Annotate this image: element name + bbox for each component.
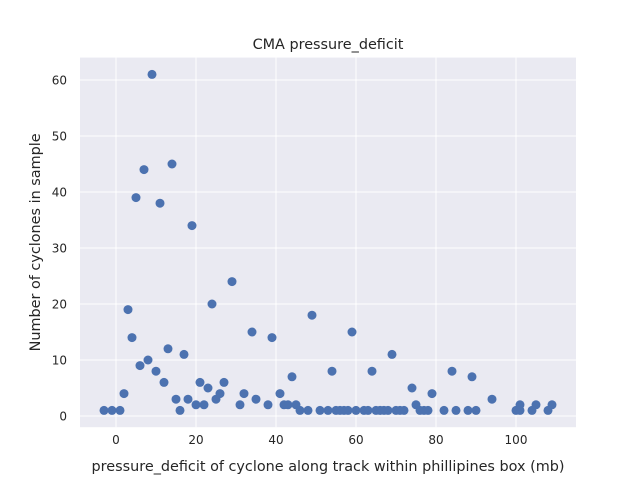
data-point (363, 405, 373, 415)
data-point (175, 405, 185, 415)
data-point (131, 193, 141, 203)
data-point (283, 400, 293, 410)
data-point (127, 333, 137, 343)
data-point (263, 400, 273, 410)
data-point (171, 394, 181, 404)
data-point (367, 366, 377, 376)
data-point (303, 405, 313, 415)
data-point (167, 159, 177, 169)
data-point (531, 400, 541, 410)
data-point (191, 400, 201, 410)
data-point (295, 405, 305, 415)
data-point (199, 400, 209, 410)
data-point (235, 400, 245, 410)
data-point (119, 389, 129, 399)
chart-title: CMA pressure_deficit (253, 37, 404, 53)
data-point (139, 165, 149, 175)
data-point (383, 405, 393, 415)
plot-area (80, 57, 576, 428)
data-point (471, 405, 481, 415)
data-point (207, 299, 217, 309)
data-point (227, 277, 237, 287)
y-tick-label: 50 (52, 129, 67, 143)
data-point (151, 366, 161, 376)
data-point (147, 69, 157, 79)
grid-lines (80, 57, 576, 428)
data-point (399, 405, 409, 415)
data-point (183, 394, 193, 404)
data-point (159, 377, 169, 387)
data-point (447, 366, 457, 376)
data-point (187, 221, 197, 231)
y-axis-label: Number of cyclones in sample (28, 133, 44, 351)
data-point (163, 344, 173, 354)
y-tick-label: 60 (52, 73, 67, 87)
data-point (143, 355, 153, 365)
data-point (351, 405, 361, 415)
data-point (135, 361, 145, 371)
data-point (407, 383, 417, 393)
data-point (439, 405, 449, 415)
y-tick-label: 0 (59, 409, 67, 423)
data-point (487, 394, 497, 404)
x-tick-label: 20 (188, 433, 203, 447)
data-point (315, 405, 325, 415)
x-axis-label: pressure_deficit of cyclone along track … (92, 459, 565, 475)
data-point (215, 389, 225, 399)
data-point (219, 377, 229, 387)
y-tick-label: 10 (52, 353, 67, 367)
x-tick-label: 40 (268, 433, 283, 447)
data-point (515, 400, 525, 410)
data-point (547, 400, 557, 410)
x-tick-label: 60 (348, 433, 363, 447)
data-point (467, 372, 477, 382)
data-point (155, 198, 165, 208)
data-point (267, 333, 277, 343)
tick-labels: 0 20 40 60 80 100 0 10 20 30 40 50 60 (52, 73, 528, 447)
y-tick-label: 20 (52, 297, 67, 311)
x-tick-label: 80 (428, 433, 443, 447)
y-tick-label: 40 (52, 185, 67, 199)
data-point (427, 389, 437, 399)
data-point (99, 405, 109, 415)
data-point (251, 394, 261, 404)
data-point (195, 377, 205, 387)
data-point (239, 389, 249, 399)
data-point (107, 405, 117, 415)
data-point (451, 405, 461, 415)
data-points (99, 69, 557, 415)
data-point (275, 389, 285, 399)
data-point (343, 405, 353, 415)
data-point (327, 366, 337, 376)
data-point (323, 405, 333, 415)
data-point (115, 405, 125, 415)
data-point (123, 305, 133, 315)
x-tick-label: 100 (505, 433, 528, 447)
data-point (287, 372, 297, 382)
data-point (247, 327, 257, 337)
x-tick-label: 0 (112, 433, 120, 447)
data-point (203, 383, 213, 393)
data-point (347, 327, 357, 337)
data-point (179, 349, 189, 359)
data-point (423, 405, 433, 415)
y-tick-label: 30 (52, 241, 67, 255)
data-point (387, 349, 397, 359)
data-point (307, 310, 317, 320)
data-point (463, 405, 473, 415)
